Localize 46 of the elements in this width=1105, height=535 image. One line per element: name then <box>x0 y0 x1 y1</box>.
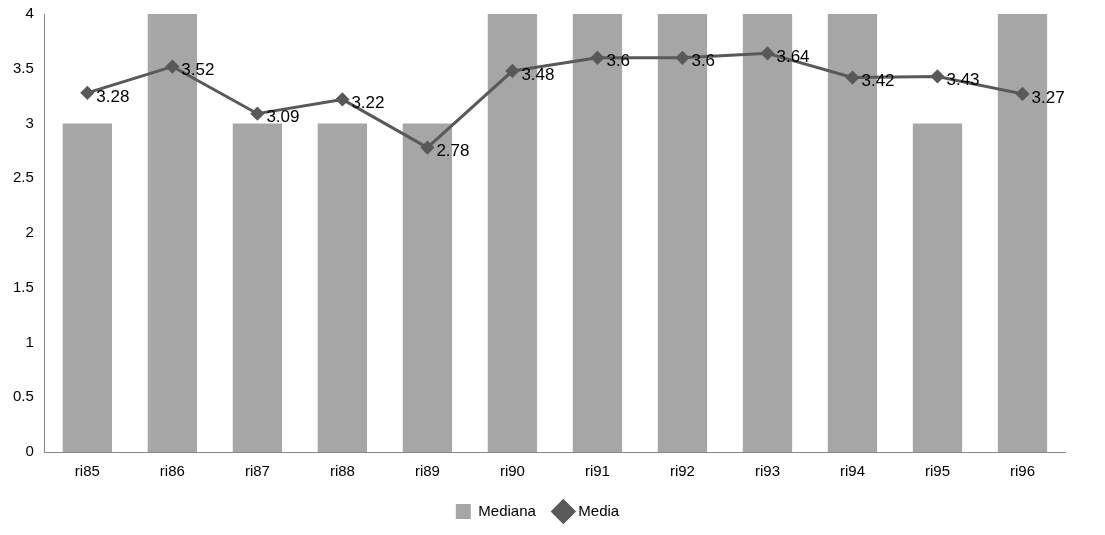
point <box>165 60 179 74</box>
y-tick-label: 0.5 <box>12 387 34 405</box>
data-label: 3.09 <box>266 107 300 127</box>
x-tick-label: ri89 <box>414 462 440 480</box>
y-tick-label: 1 <box>25 332 34 350</box>
data-label: 3.6 <box>606 51 631 71</box>
legend-label: Mediana <box>478 501 537 519</box>
x-tick-label: ri91 <box>584 462 610 480</box>
point <box>505 64 519 78</box>
point <box>1015 87 1029 101</box>
point <box>335 92 349 106</box>
data-label: 3.22 <box>351 93 385 113</box>
y-tick-label: 2 <box>25 223 34 241</box>
data-label: 3.64 <box>776 47 810 67</box>
x-tick-label: ri94 <box>839 462 865 480</box>
point <box>250 107 264 121</box>
x-tick-label: ri85 <box>74 462 100 480</box>
data-label: 3.42 <box>861 71 895 91</box>
point <box>675 51 689 65</box>
point <box>590 51 604 65</box>
point <box>420 141 434 155</box>
y-tick-label: 0 <box>25 442 34 460</box>
data-label: 3.48 <box>521 64 555 84</box>
x-tick-label: ri92 <box>669 462 695 480</box>
point <box>80 86 94 100</box>
x-tick-label: ri87 <box>244 462 270 480</box>
point <box>845 71 859 85</box>
x-tick-label: ri88 <box>329 462 355 480</box>
x-tick-label: ri95 <box>924 462 950 480</box>
y-tick-label: 2.5 <box>12 168 34 186</box>
y-tick-label: 4 <box>25 4 34 22</box>
legend-label: Media <box>578 501 620 519</box>
point <box>930 69 944 83</box>
data-label: 3.52 <box>181 60 215 80</box>
x-tick-label: ri93 <box>754 462 780 480</box>
data-label: 3.28 <box>96 86 130 106</box>
y-tick-label: 3.5 <box>12 58 34 76</box>
data-label: 3.27 <box>1031 87 1065 107</box>
x-tick-label: ri90 <box>499 462 525 480</box>
point <box>760 46 774 60</box>
x-tick-label: ri86 <box>159 462 185 480</box>
y-tick-label: 3 <box>25 113 34 131</box>
data-label: 2.78 <box>436 141 470 161</box>
x-tick-label: ri96 <box>1009 462 1035 480</box>
y-tick-label: 1.5 <box>12 277 34 295</box>
data-label: 3.6 <box>691 51 716 71</box>
